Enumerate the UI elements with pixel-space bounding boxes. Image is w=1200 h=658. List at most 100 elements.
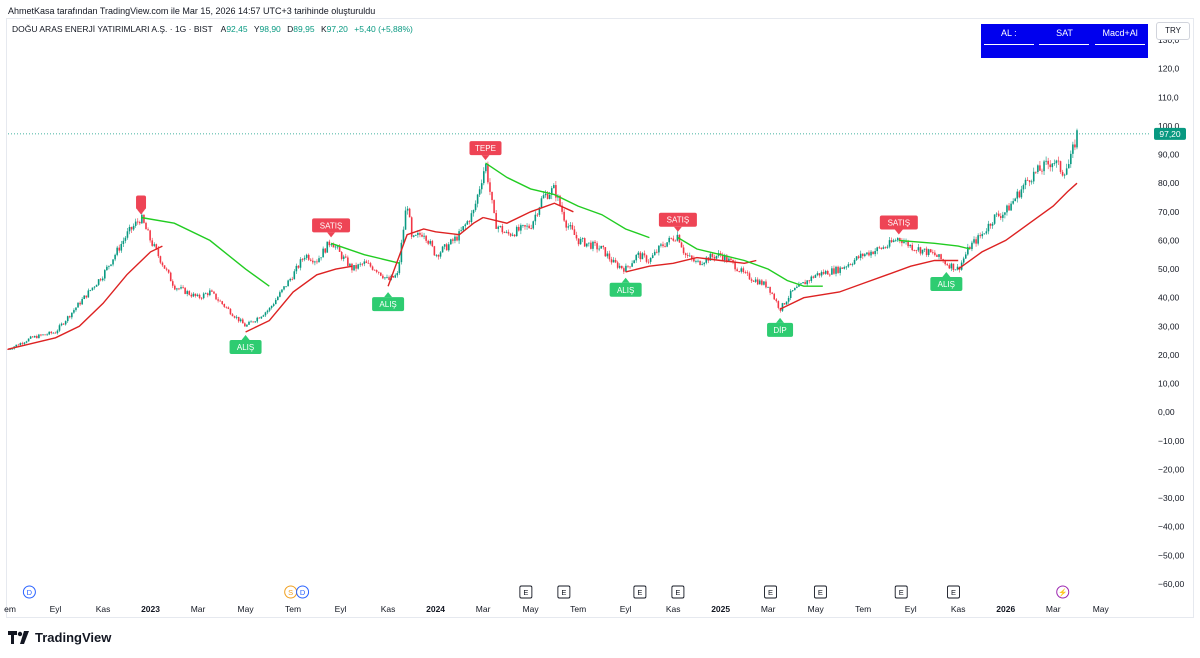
candle bbox=[283, 286, 285, 290]
candle bbox=[132, 225, 135, 230]
candle bbox=[56, 330, 59, 334]
candle bbox=[923, 248, 926, 250]
candle bbox=[983, 233, 986, 235]
candle bbox=[340, 251, 343, 259]
last-price-tag bbox=[1154, 127, 1186, 140]
candle bbox=[726, 255, 728, 262]
signal-label: ALIŞ bbox=[379, 300, 396, 309]
signal-pointer bbox=[137, 209, 146, 215]
candle bbox=[973, 239, 975, 243]
candle bbox=[7, 349, 9, 351]
candle bbox=[870, 251, 872, 256]
candle bbox=[837, 266, 839, 273]
x-tick-label: 2023 bbox=[141, 604, 160, 614]
currency-button[interactable]: TRY bbox=[1156, 22, 1190, 40]
candle bbox=[814, 275, 817, 278]
candle bbox=[550, 188, 553, 195]
candle bbox=[544, 193, 547, 196]
candle bbox=[248, 321, 250, 325]
y-tick-label: 110,0 bbox=[1158, 92, 1179, 102]
candle bbox=[614, 259, 617, 263]
candle bbox=[754, 279, 757, 282]
candle bbox=[948, 265, 951, 269]
candle bbox=[351, 263, 353, 271]
candle bbox=[291, 278, 294, 280]
candle bbox=[476, 194, 479, 204]
buy-signal: DİP bbox=[767, 317, 794, 337]
candle bbox=[897, 238, 899, 241]
candle bbox=[913, 250, 916, 251]
candle bbox=[835, 266, 837, 274]
symbol-name[interactable]: DOĞU ARAS ENERJİ YATIRIMLARI A.Ş. · 1G ·… bbox=[12, 24, 213, 34]
candle bbox=[845, 266, 848, 268]
candle bbox=[919, 247, 922, 254]
signal-box bbox=[312, 218, 351, 233]
candle bbox=[118, 247, 121, 251]
candle bbox=[143, 214, 145, 223]
y-tick-label: 30,00 bbox=[1158, 321, 1180, 331]
candle bbox=[363, 261, 366, 264]
candle bbox=[122, 240, 125, 244]
candle bbox=[46, 334, 48, 336]
candle bbox=[695, 261, 697, 262]
candle bbox=[901, 240, 903, 244]
candle bbox=[734, 261, 736, 270]
candle bbox=[653, 251, 656, 256]
candle bbox=[1026, 179, 1029, 181]
candle bbox=[266, 310, 269, 313]
candle bbox=[134, 221, 137, 226]
candle bbox=[421, 234, 423, 237]
candle bbox=[254, 321, 256, 323]
candle bbox=[334, 246, 337, 248]
candle bbox=[794, 287, 796, 291]
candle bbox=[462, 226, 465, 231]
event-circle bbox=[296, 585, 310, 599]
candle bbox=[326, 241, 329, 253]
open-value: 92,45 bbox=[226, 24, 248, 34]
y-tick-label: 120,0 bbox=[1158, 64, 1180, 74]
candle bbox=[1063, 174, 1066, 176]
earnings-event-icon: E bbox=[947, 585, 960, 599]
candle bbox=[97, 279, 100, 285]
candle bbox=[415, 234, 417, 236]
candle bbox=[866, 252, 868, 255]
candle bbox=[369, 263, 372, 267]
candle bbox=[618, 265, 621, 268]
candle bbox=[561, 205, 563, 212]
earnings-event-icon: E bbox=[633, 585, 647, 599]
signal-pointer bbox=[384, 292, 393, 298]
candle bbox=[952, 263, 955, 270]
candle bbox=[1018, 191, 1021, 198]
signal-box bbox=[469, 141, 502, 156]
candle bbox=[573, 229, 576, 235]
candle bbox=[645, 255, 648, 262]
event-label: D bbox=[300, 588, 306, 597]
table-cell-al: AL : bbox=[983, 26, 1034, 45]
candle bbox=[301, 259, 304, 261]
candle bbox=[804, 282, 806, 285]
candle bbox=[229, 308, 232, 315]
candle bbox=[410, 217, 413, 237]
candle bbox=[211, 290, 213, 292]
y-tick-label: −50,00 bbox=[1158, 550, 1185, 560]
x-tick-label: Tem bbox=[570, 604, 586, 614]
candle bbox=[466, 221, 469, 225]
candle bbox=[723, 255, 726, 261]
candle bbox=[423, 235, 425, 237]
candle bbox=[886, 246, 889, 248]
candle bbox=[468, 221, 471, 223]
candle bbox=[114, 254, 116, 260]
candle bbox=[627, 265, 629, 267]
candle bbox=[738, 271, 741, 272]
candle bbox=[917, 247, 920, 251]
candle bbox=[394, 275, 397, 278]
candle bbox=[213, 291, 215, 294]
candle bbox=[1012, 201, 1014, 204]
tradingview-brand[interactable]: TradingView bbox=[8, 630, 111, 645]
green-trend-3-line bbox=[485, 162, 650, 239]
candle bbox=[660, 244, 662, 246]
candle bbox=[927, 249, 930, 255]
candle bbox=[427, 240, 429, 244]
candle bbox=[954, 269, 957, 271]
